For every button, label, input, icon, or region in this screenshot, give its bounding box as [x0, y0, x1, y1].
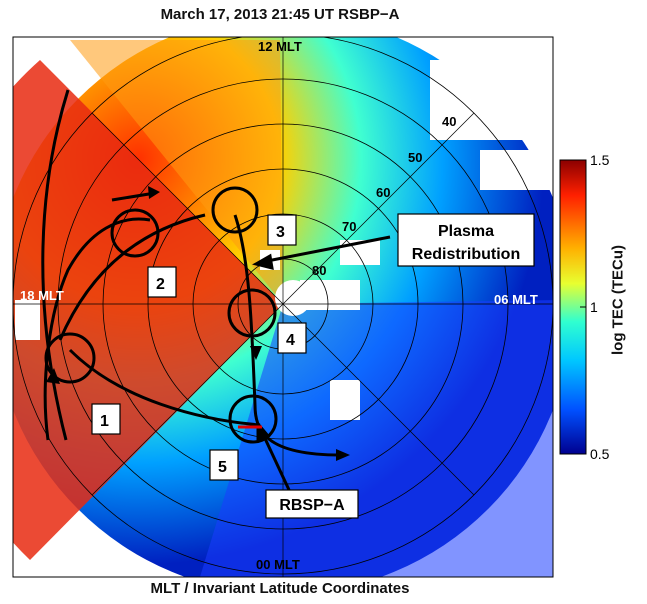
annotation-pointers [252, 235, 391, 493]
high-tec-noon-sector [70, 40, 283, 304]
mlt-grid [13, 37, 553, 577]
region-label-5: 5 [218, 459, 227, 476]
lat-label-70: 70 [342, 219, 356, 234]
region-label-2: 2 [156, 276, 165, 293]
plasma-flow-paths [41, 89, 341, 457]
colorbar-tick-max: 1.5 [590, 152, 610, 168]
plot-title: March 17, 2013 21:45 UT RSBP−A [160, 6, 400, 23]
lat-label-40: 40 [442, 114, 456, 129]
colorbar-tick-min: 0.5 [590, 446, 610, 462]
colorbar-ticks [580, 159, 586, 455]
mlt-dusk-label: 18 MLT [20, 288, 64, 303]
lat-label-50: 50 [408, 150, 422, 165]
probe-label: RBSP−A [279, 497, 345, 514]
region-markers [44, 186, 278, 444]
region-label-3: 3 [276, 224, 285, 241]
colorbar-label: log TEC (TECu) [609, 245, 627, 355]
axis-label: MLT / Invariant Latitude Coordinates [150, 580, 410, 597]
region-label-4: 4 [286, 332, 295, 349]
map-frame [12, 36, 554, 578]
polar-cap-gap [275, 280, 311, 316]
lat-label-60: 60 [376, 185, 390, 200]
lat-label-80: 80 [312, 263, 326, 278]
data-gaps [15, 60, 550, 420]
mlt-noon-label: 12 MLT [258, 39, 302, 54]
plasma-label-line1: Plasma [438, 223, 494, 240]
plasma-label-line2: Redistribution [412, 246, 520, 263]
mlt-dawn-label: 06 MLT [494, 292, 538, 307]
mlt-midnight-label: 00 MLT [256, 557, 300, 572]
colorbar-tick-mid: 1 [590, 299, 598, 315]
region-label-1: 1 [100, 413, 109, 430]
